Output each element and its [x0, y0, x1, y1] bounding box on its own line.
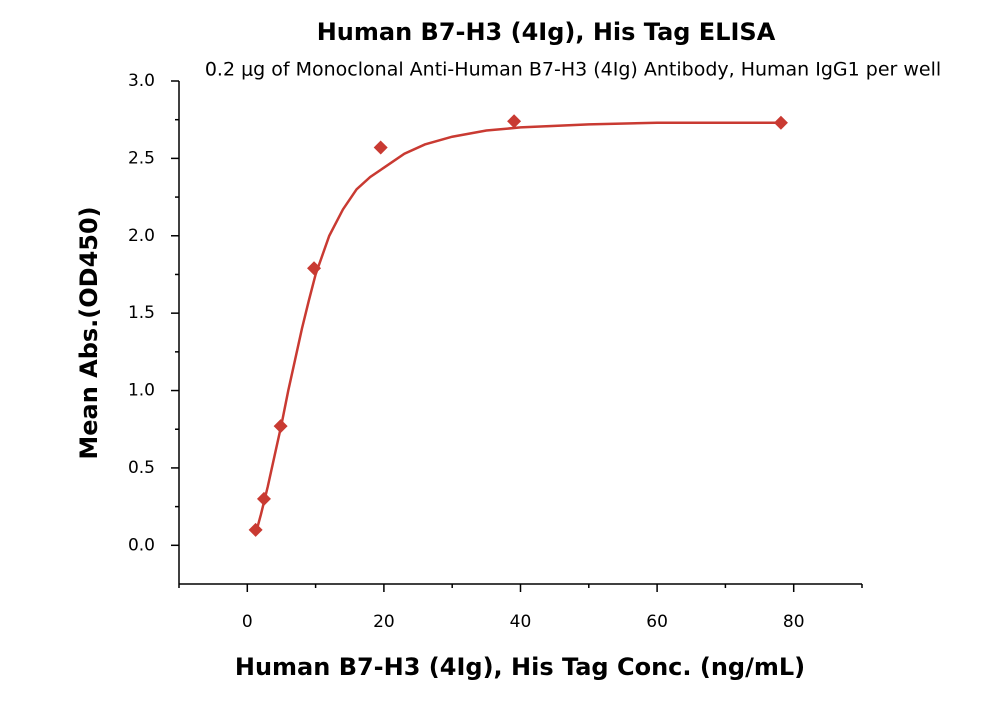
- data-point: [307, 261, 322, 276]
- y-tick-label: 2.5: [128, 148, 155, 168]
- y-tick-label: 1.5: [128, 303, 155, 323]
- y-tick-label: 1.0: [128, 381, 155, 401]
- data-point: [373, 140, 388, 155]
- fit-curve: [254, 121, 781, 535]
- data-point: [507, 114, 522, 129]
- x-tick-label: 40: [510, 612, 532, 632]
- y-axis-label: Mean Abs.(OD450): [75, 206, 103, 459]
- x-tick-label: 60: [646, 612, 668, 632]
- x-tick-label: 0: [242, 612, 253, 632]
- y-tick-label: 3.0: [128, 71, 155, 91]
- chart-title: Human B7-H3 (4Ig), His Tag ELISA: [317, 18, 776, 46]
- y-tick-label: 2.0: [128, 226, 155, 246]
- x-tick-label: 20: [373, 612, 395, 632]
- y-tick-label: 0.0: [128, 535, 155, 555]
- data-point: [773, 115, 788, 130]
- data-point: [273, 419, 288, 434]
- x-axis-label: Human B7-H3 (4Ig), His Tag Conc. (ng/mL): [235, 653, 805, 681]
- data-point: [256, 491, 271, 506]
- x-tick-label: 80: [783, 612, 805, 632]
- chart-subtitle: 0.2 μg of Monoclonal Anti-Human B7-H3 (4…: [205, 59, 941, 81]
- data-point: [248, 522, 263, 537]
- y-tick-label: 0.5: [128, 458, 155, 478]
